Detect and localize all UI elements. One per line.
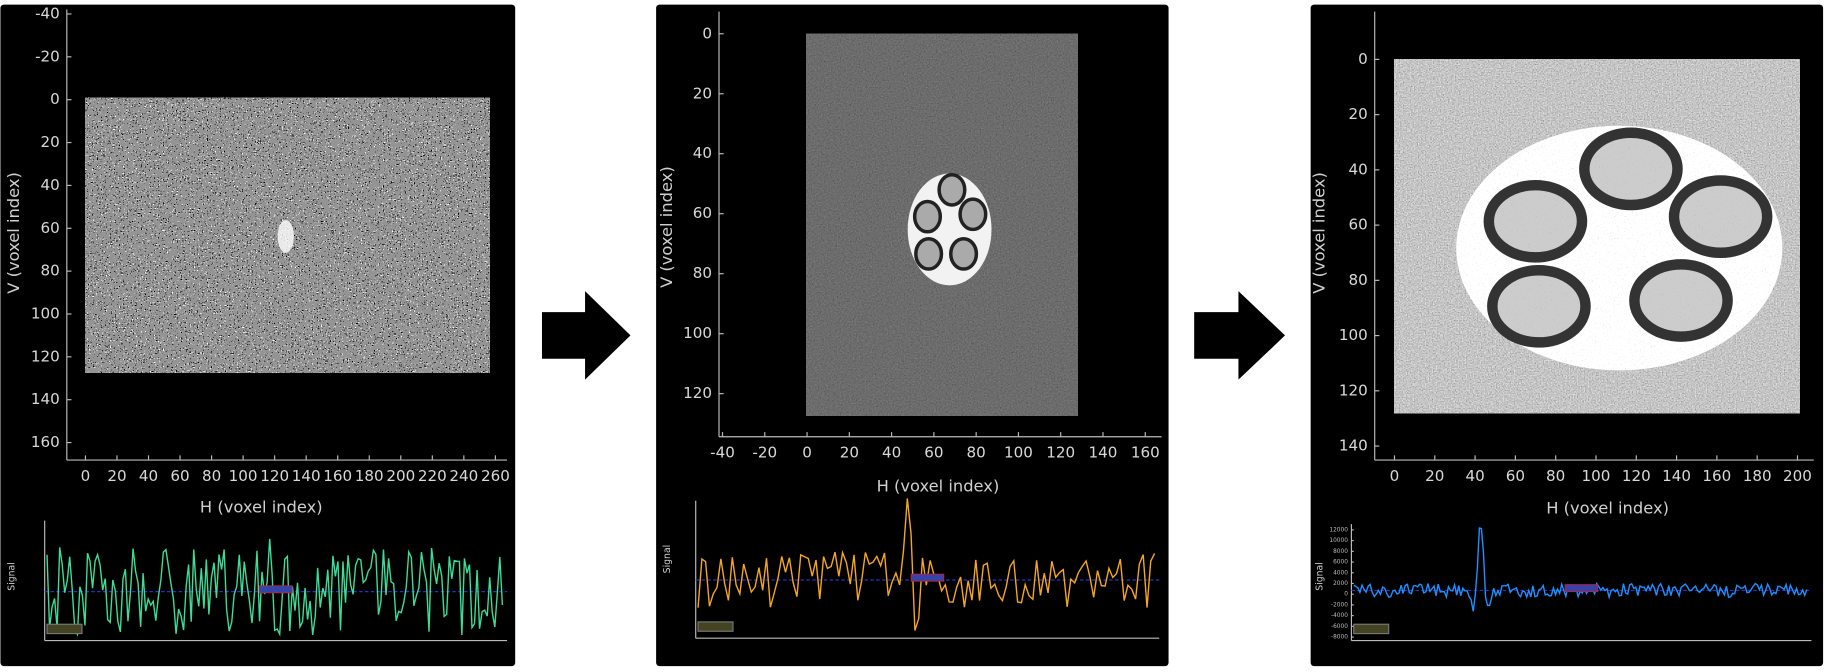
- signal-label: Signal: [1314, 562, 1325, 591]
- readout-box: [1353, 623, 1390, 635]
- x-tick-label: 80: [202, 467, 221, 485]
- signal-tick-label: -4000: [1331, 613, 1348, 619]
- y-tick-label: 80: [693, 264, 712, 282]
- x-tick-label: 140: [1089, 444, 1118, 462]
- signal-tick-label: 2000: [1333, 581, 1348, 587]
- y-tick-label: -40: [35, 4, 60, 22]
- image-blob: [277, 220, 294, 253]
- x-tick-label: 40: [882, 444, 901, 462]
- phantom: [1456, 125, 1783, 371]
- y-tick-label: 0: [50, 90, 60, 108]
- y-tick-label: 60: [41, 219, 60, 237]
- arrow: [1194, 291, 1286, 380]
- x-axis-label: H (voxel index): [877, 476, 1000, 495]
- x-tick-label: 120: [260, 467, 289, 485]
- signal-tick-label: 8000: [1333, 549, 1348, 555]
- y-tick-label: 20: [1348, 105, 1367, 123]
- signal-label: Signal: [662, 545, 673, 574]
- x-tick-label: 180: [355, 467, 384, 485]
- x-tick-label: 0: [802, 444, 812, 462]
- y-tick-label: 80: [41, 262, 60, 280]
- x-tick-label: 160: [323, 467, 352, 485]
- phantom: [907, 172, 992, 286]
- x-tick-label: 260: [481, 467, 510, 485]
- x-tick-label: 120: [1622, 467, 1651, 485]
- x-tick-label: 200: [386, 467, 415, 485]
- x-tick-label: 20: [840, 444, 859, 462]
- x-tick-label: 40: [139, 467, 158, 485]
- x-tick-label: 60: [924, 444, 943, 462]
- signal-tick-label: 10000: [1329, 538, 1348, 544]
- x-tick-label: 0: [81, 467, 91, 485]
- y-tick-label: 120: [31, 347, 60, 365]
- signal-tick-label: -6000: [1331, 624, 1348, 630]
- y-axis-label: V (voxel index): [1309, 172, 1328, 294]
- y-tick-label: 120: [683, 384, 712, 402]
- y-tick-label: 140: [31, 390, 60, 408]
- x-tick-label: 240: [449, 467, 478, 485]
- y-axis-label: V (voxel index): [4, 172, 23, 294]
- x-tick-label: 200: [1783, 467, 1812, 485]
- signal-tick-label: 12000: [1329, 527, 1348, 533]
- y-tick-label: 20: [693, 84, 712, 102]
- y-tick-label: 100: [31, 304, 60, 322]
- x-tick-label: 100: [1582, 467, 1611, 485]
- x-tick-label: 100: [1004, 444, 1033, 462]
- signal-tick-label: 6000: [1333, 560, 1348, 566]
- x-tick-label: 60: [1506, 467, 1525, 485]
- signal-label: Signal: [7, 562, 18, 591]
- x-axis-label: H (voxel index): [1546, 498, 1669, 517]
- y-tick-label: 120: [1339, 381, 1368, 399]
- y-tick-label: 40: [1348, 160, 1367, 178]
- x-tick-label: 0: [1390, 467, 1400, 485]
- x-tick-label: 220: [418, 467, 447, 485]
- y-tick-label: 0: [1358, 50, 1368, 68]
- y-tick-label: 40: [693, 144, 712, 162]
- y-tick-label: 160: [31, 433, 60, 451]
- readout-box: [697, 621, 734, 632]
- readout-box: [46, 623, 83, 635]
- x-tick-label: 60: [170, 467, 189, 485]
- y-tick-label: 80: [1348, 271, 1367, 289]
- y-axis-label: V (voxel index): [657, 166, 676, 288]
- arrow: [541, 291, 631, 380]
- y-tick-label: 0: [702, 24, 712, 42]
- x-tick-label: 140: [292, 467, 321, 485]
- y-tick-label: 100: [683, 324, 712, 342]
- x-tick-label: -40: [710, 444, 735, 462]
- x-tick-label: 20: [107, 467, 126, 485]
- x-axis-label: H (voxel index): [200, 497, 323, 516]
- y-tick-label: 60: [1348, 216, 1367, 234]
- y-tick-label: -20: [35, 47, 60, 65]
- x-tick-label: 20: [1425, 467, 1444, 485]
- x-tick-label: -20: [752, 444, 777, 462]
- y-tick-label: 140: [1339, 437, 1368, 455]
- x-tick-label: 160: [1131, 444, 1160, 462]
- signal-tick-label: -2000: [1331, 602, 1348, 608]
- x-tick-label: 80: [1546, 467, 1565, 485]
- y-tick-label: 20: [41, 133, 60, 151]
- y-tick-label: 60: [693, 204, 712, 222]
- x-tick-label: 180: [1743, 467, 1772, 485]
- signal-tick-label: -8000: [1331, 635, 1348, 641]
- signal-tick-label: 4000: [1333, 570, 1348, 576]
- x-tick-label: 160: [1702, 467, 1731, 485]
- y-tick-label: 40: [41, 176, 60, 194]
- x-tick-label: 80: [967, 444, 986, 462]
- x-tick-label: 120: [1046, 444, 1075, 462]
- x-tick-label: 140: [1662, 467, 1691, 485]
- x-tick-label: 100: [229, 467, 258, 485]
- signal-tick-label: 0: [1344, 592, 1348, 598]
- x-tick-label: 40: [1465, 467, 1484, 485]
- signal-trace: [697, 498, 1156, 631]
- cursor-marker: [259, 585, 293, 594]
- y-tick-label: 100: [1339, 326, 1368, 344]
- cursor-marker: [910, 573, 945, 582]
- signal-trace: [46, 538, 504, 637]
- cursor-marker: [1564, 584, 1599, 593]
